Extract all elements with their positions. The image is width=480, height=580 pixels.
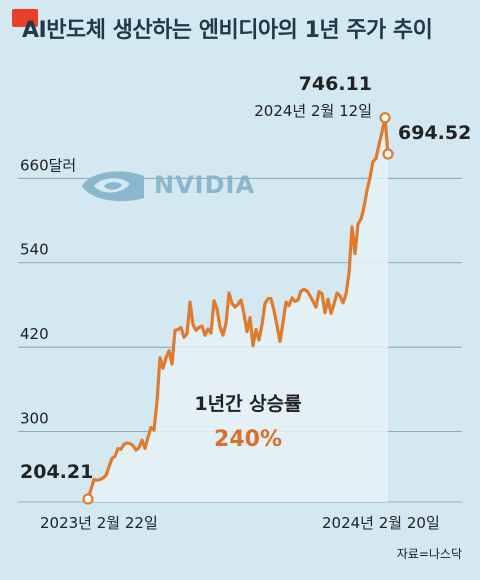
start-point-marker — [82, 493, 94, 505]
y-tick-label-420: 420 — [20, 325, 49, 343]
publisher-badge — [12, 9, 38, 27]
y-tick-label-300: 300 — [20, 410, 49, 428]
source-label: 자료=나스닥 — [397, 547, 462, 561]
y-tick-label-660: 660달러 — [20, 156, 76, 174]
nvidia-logo: NVIDIA — [78, 164, 255, 206]
peak-date-label: 2024년 2월 12일 — [254, 102, 372, 120]
price-line — [86, 116, 390, 501]
x-tick-label-start: 2023년 2월 22일 — [40, 514, 158, 532]
x-tick-label-end: 2024년 2월 20일 — [322, 514, 440, 532]
nvidia-wordmark: NVIDIA — [154, 171, 256, 199]
increase-label: 1년간 상승률 — [194, 393, 301, 415]
start-value-label: 204.21 — [20, 461, 93, 483]
peak-value-label: 746.11 — [299, 73, 372, 95]
nvidia-eye-icon — [82, 171, 144, 202]
end-point-marker — [382, 148, 394, 160]
peak-point-marker — [379, 112, 391, 124]
y-tick-label-540: 540 — [20, 241, 49, 259]
end-value-label: 694.52 — [398, 122, 471, 144]
increase-value: 240% — [214, 427, 282, 452]
chart-title: AI반도체 생산하는 엔비디아의 1년 주가 추이 — [22, 18, 433, 43]
price-area — [88, 117, 388, 502]
